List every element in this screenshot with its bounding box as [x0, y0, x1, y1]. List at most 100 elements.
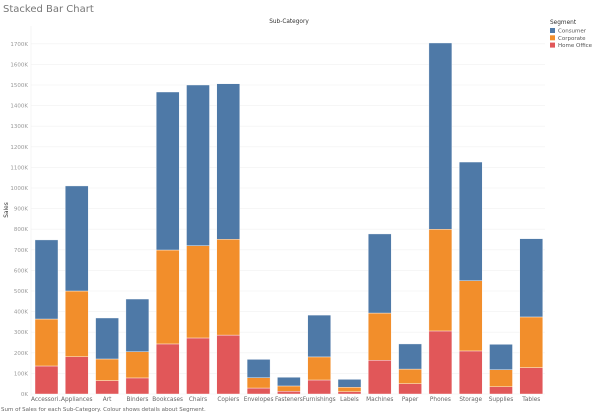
y-tick-label: 1500K — [10, 83, 28, 89]
bar-segment-home-office[interactable] — [428, 330, 453, 395]
bar-segment-home-office[interactable] — [186, 337, 210, 395]
bar-stack[interactable] — [34, 239, 59, 395]
bar-segment-corporate[interactable] — [307, 356, 331, 381]
y-tick-label: 200K — [14, 351, 28, 357]
y-tick-label: 600K — [14, 268, 28, 274]
bar-segment-consumer[interactable] — [95, 317, 119, 360]
y-tick-label: 400K — [14, 310, 28, 316]
bar-segment-consumer[interactable] — [459, 161, 483, 281]
bar-stack[interactable] — [186, 84, 210, 395]
bar-segment-home-office[interactable] — [459, 350, 483, 395]
bar-segment-home-office[interactable] — [65, 356, 89, 395]
bar-segment-consumer[interactable] — [125, 298, 150, 352]
legend-swatch — [550, 28, 555, 33]
bar-segment-consumer[interactable] — [368, 233, 392, 314]
x-tick-label: Tables — [521, 397, 540, 403]
y-tick-label: 1600K — [10, 62, 28, 68]
bar-segment-consumer[interactable] — [337, 379, 362, 388]
bar-segment-corporate[interactable] — [246, 377, 271, 389]
bar-segment-home-office[interactable] — [307, 379, 331, 395]
x-tick-label: Chairs — [189, 397, 207, 403]
bar-segment-home-office[interactable] — [95, 380, 119, 395]
bar-segment-corporate[interactable] — [398, 368, 422, 384]
bar-segment-home-office[interactable] — [337, 391, 362, 395]
y-tick-label: 300K — [14, 330, 28, 336]
bar-stack[interactable] — [459, 161, 483, 395]
bar-segment-corporate[interactable] — [368, 312, 392, 361]
bar-stack[interactable] — [65, 185, 89, 395]
bar-stack[interactable] — [337, 379, 362, 395]
bar-segment-consumer[interactable] — [428, 42, 453, 230]
y-tick-label: 500K — [14, 289, 28, 295]
y-tick-label: 700K — [14, 248, 28, 254]
bar-segment-home-office[interactable] — [398, 383, 422, 395]
x-tick-label: Copiers — [217, 397, 239, 403]
bar-segment-corporate[interactable] — [459, 280, 483, 352]
bar-segment-corporate[interactable] — [216, 239, 241, 336]
bar-segment-consumer[interactable] — [246, 359, 271, 378]
y-tick-label: 1400K — [10, 104, 28, 110]
bar-segment-consumer[interactable] — [398, 343, 422, 370]
bar-stack[interactable] — [277, 377, 301, 395]
bar-segment-corporate[interactable] — [519, 316, 543, 368]
y-tick-label: 1100K — [10, 165, 28, 171]
bar-stack[interactable] — [246, 359, 271, 395]
bar-segment-corporate[interactable] — [34, 318, 59, 367]
bar-stack[interactable] — [125, 298, 150, 395]
bar-segment-consumer[interactable] — [186, 84, 210, 246]
bar-segment-home-office[interactable] — [216, 334, 241, 395]
bar-segment-consumer[interactable] — [216, 83, 241, 240]
bar-stack[interactable] — [398, 343, 422, 395]
bar-segment-corporate[interactable] — [337, 387, 362, 392]
bar-segment-corporate[interactable] — [489, 369, 513, 387]
bar-segment-consumer[interactable] — [307, 314, 331, 358]
bar-stack[interactable] — [155, 91, 180, 395]
bar-segment-consumer[interactable] — [277, 377, 301, 387]
y-axis-title: Sales — [4, 202, 10, 217]
bar-stack[interactable] — [428, 42, 453, 395]
bar-segment-corporate[interactable] — [125, 351, 150, 379]
bar-segment-home-office[interactable] — [368, 360, 392, 395]
x-tick-label: Fasteners — [275, 397, 303, 403]
y-tick-label: 0K — [21, 392, 28, 398]
bar-stack[interactable] — [519, 238, 543, 395]
bar-segment-consumer[interactable] — [34, 239, 59, 320]
bar-stack[interactable] — [307, 314, 331, 395]
legend-label[interactable]: Consumer — [558, 29, 587, 35]
bar-segment-corporate[interactable] — [65, 290, 89, 357]
y-tick-label: 1300K — [10, 124, 28, 130]
bar-segment-corporate[interactable] — [186, 245, 210, 339]
bar-stack[interactable] — [368, 233, 392, 395]
bar-stack[interactable] — [216, 83, 241, 395]
bar-segment-corporate[interactable] — [155, 249, 180, 345]
chart-title: Stacked Bar Chart — [3, 4, 94, 15]
bar-segment-corporate[interactable] — [277, 385, 301, 392]
bar-segment-consumer[interactable] — [155, 91, 180, 251]
bar-segment-home-office[interactable] — [489, 386, 513, 395]
bar-segment-corporate[interactable] — [428, 228, 453, 332]
bar-segment-home-office[interactable] — [519, 367, 543, 395]
x-tick-label: Supplies — [489, 397, 514, 403]
x-tick-label: Furnishings — [303, 397, 336, 403]
bar-segment-home-office[interactable] — [246, 387, 271, 395]
legend-title: Segment — [550, 20, 577, 26]
bar-segment-consumer[interactable] — [519, 238, 543, 318]
bar-segment-home-office[interactable] — [34, 365, 59, 395]
bar-segment-home-office[interactable] — [125, 377, 150, 395]
legend-label[interactable]: Home Office — [558, 43, 593, 49]
bar-segment-home-office[interactable] — [155, 343, 180, 395]
bar-segment-consumer[interactable] — [65, 185, 89, 292]
x-tick-label: Binders — [126, 397, 148, 403]
bar-stack[interactable] — [95, 317, 119, 395]
bar-stack[interactable] — [489, 344, 513, 395]
bar-segment-corporate[interactable] — [95, 358, 119, 381]
x-tick-label: Appliances — [61, 397, 93, 403]
y-tick-label: 1700K — [10, 42, 28, 48]
x-tick-label: Envelopes — [244, 397, 274, 403]
y-tick-label: 900K — [14, 207, 28, 213]
y-tick-label: 1000K — [10, 186, 28, 192]
bar-segment-consumer[interactable] — [489, 344, 513, 370]
bar-segment-home-office[interactable] — [277, 391, 301, 395]
legend-label[interactable]: Corporate — [558, 36, 586, 42]
